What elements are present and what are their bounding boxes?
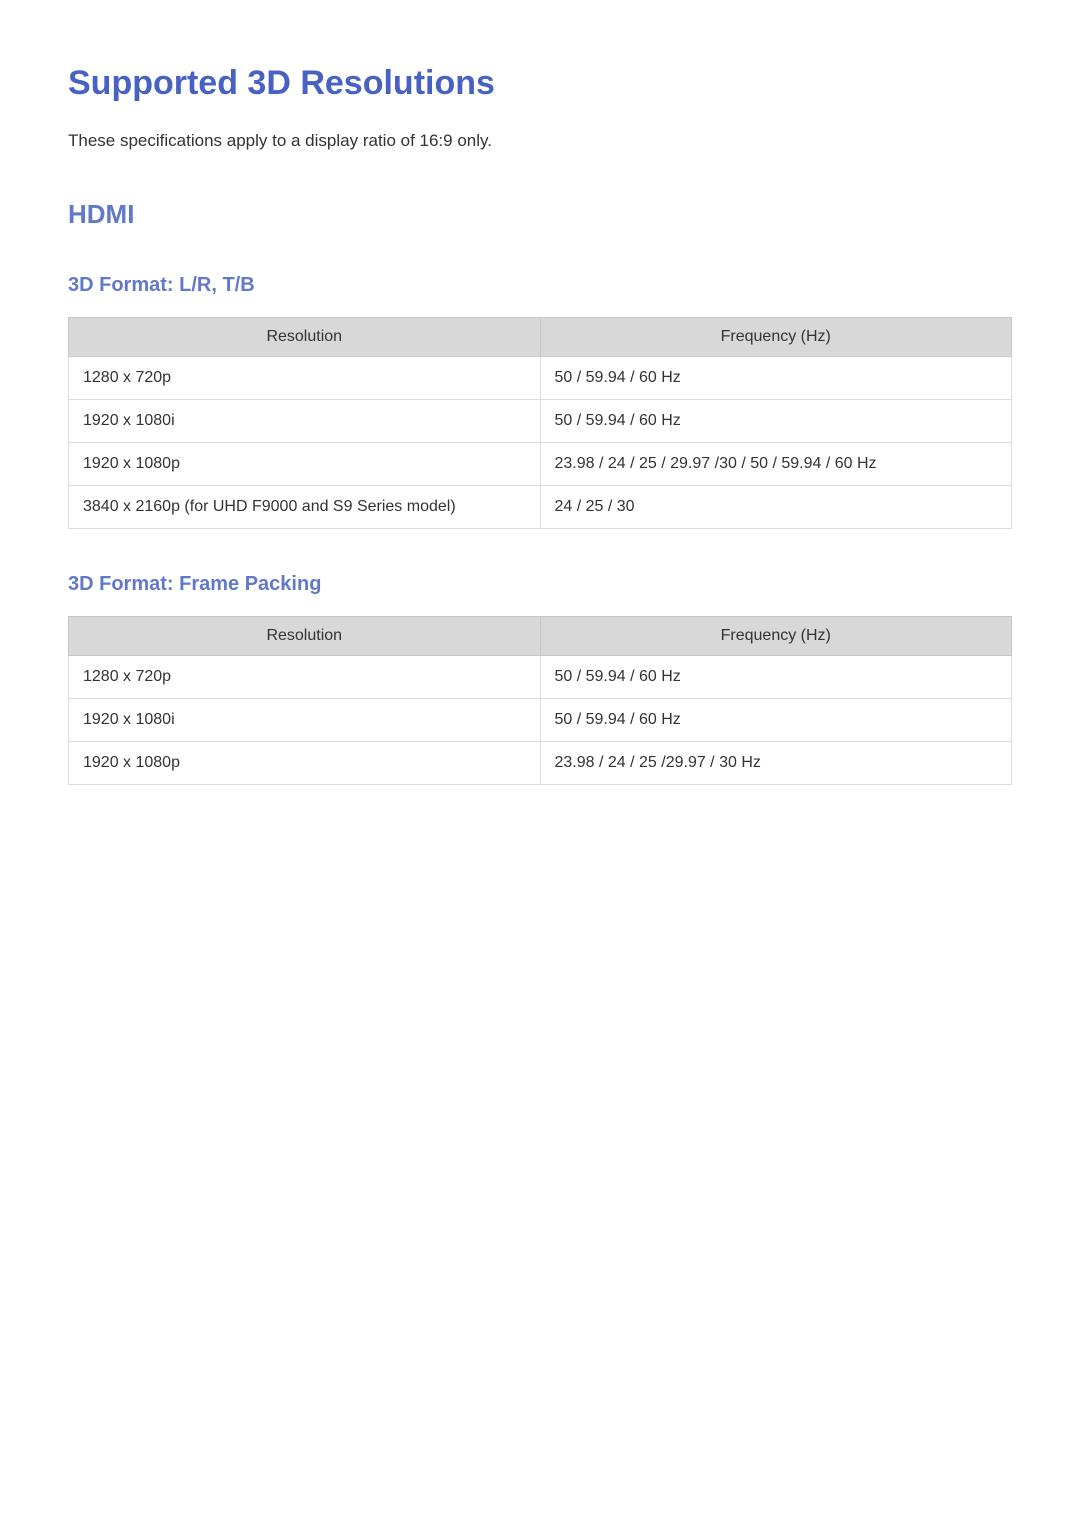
intro-text: These specifications apply to a display … (68, 131, 1012, 151)
cell-resolution: 1920 x 1080p (69, 742, 541, 785)
table-row: 1920 x 1080p 23.98 / 24 / 25 / 29.97 /30… (69, 443, 1012, 486)
cell-resolution: 1280 x 720p (69, 656, 541, 699)
col-resolution: Resolution (69, 318, 541, 357)
cell-frequency: 50 / 59.94 / 60 Hz (540, 699, 1012, 742)
cell-frequency: 23.98 / 24 / 25 / 29.97 /30 / 50 / 59.94… (540, 443, 1012, 486)
table-row: 1920 x 1080i 50 / 59.94 / 60 Hz (69, 400, 1012, 443)
cell-resolution: 1920 x 1080p (69, 443, 541, 486)
col-resolution: Resolution (69, 617, 541, 656)
cell-frequency: 50 / 59.94 / 60 Hz (540, 357, 1012, 400)
subsection-heading-frame-packing: 3D Format: Frame Packing (68, 573, 1012, 596)
col-frequency: Frequency (Hz) (540, 318, 1012, 357)
col-frequency: Frequency (Hz) (540, 617, 1012, 656)
cell-frequency: 24 / 25 / 30 (540, 486, 1012, 529)
cell-frequency: 23.98 / 24 / 25 /29.97 / 30 Hz (540, 742, 1012, 785)
table-row: 1280 x 720p 50 / 59.94 / 60 Hz (69, 357, 1012, 400)
cell-frequency: 50 / 59.94 / 60 Hz (540, 400, 1012, 443)
table-frame-packing: Resolution Frequency (Hz) 1280 x 720p 50… (68, 616, 1012, 785)
table-lr-tb: Resolution Frequency (Hz) 1280 x 720p 50… (68, 317, 1012, 529)
cell-resolution: 1920 x 1080i (69, 400, 541, 443)
subsection-heading-lr-tb: 3D Format: L/R, T/B (68, 274, 1012, 297)
table-header-row: Resolution Frequency (Hz) (69, 318, 1012, 357)
page-title: Supported 3D Resolutions (68, 64, 1012, 103)
table-row: 3840 x 2160p (for UHD F9000 and S9 Serie… (69, 486, 1012, 529)
cell-frequency: 50 / 59.94 / 60 Hz (540, 656, 1012, 699)
table-row: 1920 x 1080p 23.98 / 24 / 25 /29.97 / 30… (69, 742, 1012, 785)
cell-resolution: 1280 x 720p (69, 357, 541, 400)
table-row: 1920 x 1080i 50 / 59.94 / 60 Hz (69, 699, 1012, 742)
table-header-row: Resolution Frequency (Hz) (69, 617, 1012, 656)
section-heading-hdmi: HDMI (68, 199, 1012, 230)
table-row: 1280 x 720p 50 / 59.94 / 60 Hz (69, 656, 1012, 699)
cell-resolution: 3840 x 2160p (for UHD F9000 and S9 Serie… (69, 486, 541, 529)
cell-resolution: 1920 x 1080i (69, 699, 541, 742)
